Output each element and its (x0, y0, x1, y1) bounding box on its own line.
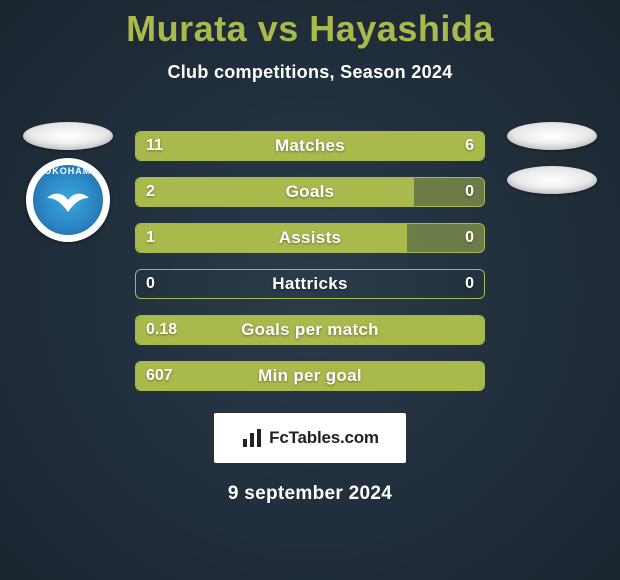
right-placeholder-ellipse-2 (507, 166, 597, 194)
stat-bar: 2Goals0 (135, 177, 485, 207)
vs-text: vs (258, 8, 299, 49)
stat-row: 0Hattricks0 (0, 261, 620, 307)
stat-label: Hattricks (136, 274, 484, 294)
badge-text: YOKOHAMA (26, 166, 110, 176)
stat-value-right: 0 (465, 229, 474, 247)
left-club-badge: YOKOHAMA (26, 158, 110, 242)
left-column: YOKOHAMA (8, 118, 128, 246)
stat-label: Matches (136, 136, 484, 156)
content-root: Murata vs Hayashida Club competitions, S… (0, 0, 620, 580)
left-placeholder-ellipse (23, 122, 113, 150)
stat-row: 607Min per goal (0, 353, 620, 399)
player-left-name: Murata (126, 8, 247, 49)
stat-value-right: 0 (465, 275, 474, 293)
stat-label: Goals per match (136, 320, 484, 340)
stat-row: 0.18Goals per match (0, 307, 620, 353)
player-right-name: Hayashida (309, 8, 494, 49)
subtitle: Club competitions, Season 2024 (0, 62, 620, 83)
stat-label: Min per goal (136, 366, 484, 386)
stat-label: Assists (136, 228, 484, 248)
brand-text: FcTables.com (269, 428, 379, 448)
stat-bar: 1Assists0 (135, 223, 485, 253)
brand-bars-icon (241, 427, 263, 449)
seagull-icon (45, 190, 91, 216)
stat-bar: 0.18Goals per match (135, 315, 485, 345)
brand-card: FcTables.com (214, 413, 406, 463)
stat-value-right: 6 (465, 137, 474, 155)
page-title: Murata vs Hayashida (0, 0, 620, 50)
right-placeholder-ellipse-1 (507, 122, 597, 150)
right-column (492, 118, 612, 206)
stat-bar: 0Hattricks0 (135, 269, 485, 299)
stat-label: Goals (136, 182, 484, 202)
stat-bar: 11Matches6 (135, 131, 485, 161)
footer-date: 9 september 2024 (0, 483, 620, 505)
stat-bar: 607Min per goal (135, 361, 485, 391)
stat-value-right: 0 (465, 183, 474, 201)
